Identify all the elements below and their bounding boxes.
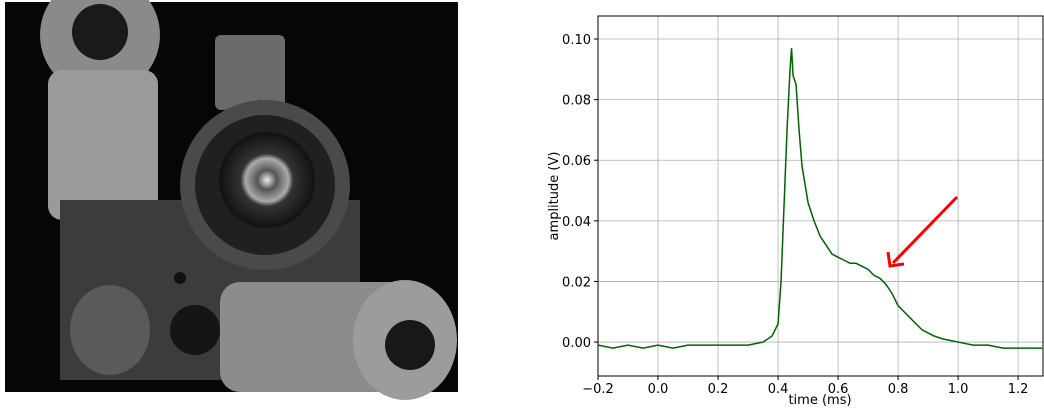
y-axis-label: amplitude (V) <box>547 152 562 241</box>
x-axis-label: time (ms) <box>788 393 851 408</box>
x-tick-label: 0.0 <box>648 382 669 397</box>
y-tick-label: 0.06 <box>562 154 591 169</box>
y-tick-label: 0.02 <box>562 275 591 290</box>
y-tick-label: 0.10 <box>562 33 591 48</box>
x-tick-label: 0.6 <box>828 382 849 397</box>
y-tick-label: 0.04 <box>562 215 591 230</box>
signal-line <box>597 48 1043 349</box>
x-tick-label: 1.0 <box>948 382 969 397</box>
annotation-arrowhead <box>886 251 905 268</box>
plot-frame <box>597 15 1044 377</box>
x-tick-label: 0.4 <box>768 382 789 397</box>
x-tick-label: 0.8 <box>888 382 909 397</box>
y-tick-label: 0.00 <box>562 336 591 351</box>
x-tick-label: 1.2 <box>1008 382 1029 397</box>
x-tick-label: 0.2 <box>708 382 729 397</box>
y-tick-label: 0.08 <box>562 94 591 109</box>
photo <box>5 0 458 400</box>
plot: −0.2 0.0 0.2 0.4 0.6 0.8 1.0 1.2 0.00 0.02 0.04 0.0… <box>562 15 1044 397</box>
x-tick-label: −0.2 <box>582 382 614 397</box>
annotation-arrow <box>891 195 959 265</box>
